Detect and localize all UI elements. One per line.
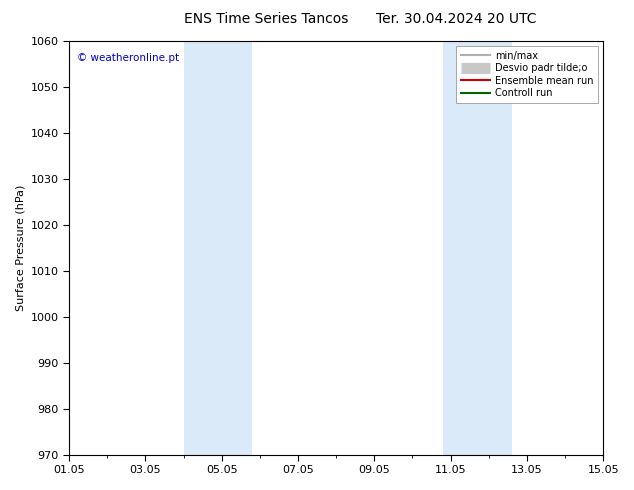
Legend: min/max, Desvio padr tilde;o, Ensemble mean run, Controll run: min/max, Desvio padr tilde;o, Ensemble m… (456, 46, 598, 103)
Text: © weatheronline.pt: © weatheronline.pt (77, 53, 179, 64)
Bar (184, 41, 252, 455)
Bar (443, 41, 512, 455)
Text: ENS Time Series Tancos: ENS Time Series Tancos (184, 12, 349, 26)
Y-axis label: Surface Pressure (hPa): Surface Pressure (hPa) (15, 185, 25, 311)
Text: Ter. 30.04.2024 20 UTC: Ter. 30.04.2024 20 UTC (376, 12, 537, 26)
